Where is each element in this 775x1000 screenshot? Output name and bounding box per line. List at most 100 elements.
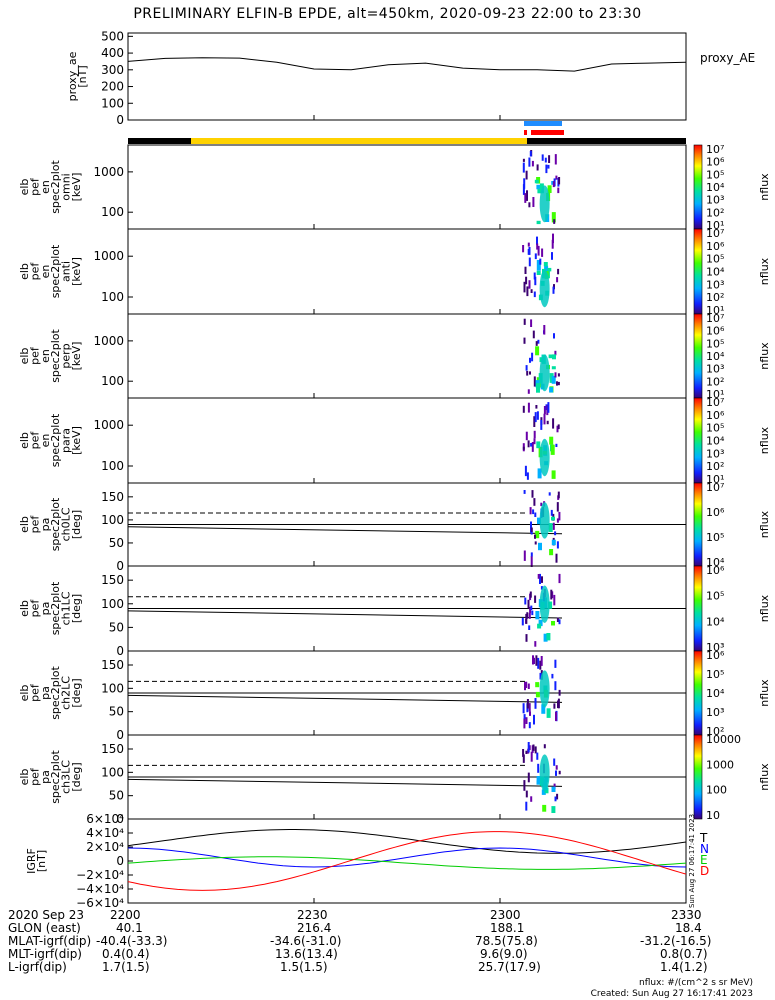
spectrogram-cell bbox=[527, 242, 530, 247]
row-label-glon: GLON (east) bbox=[8, 921, 81, 935]
spectrogram-cell bbox=[530, 556, 533, 567]
igrf-legend-d: D bbox=[700, 864, 709, 878]
spectrogram-cell bbox=[554, 796, 557, 802]
spectrogram-cell bbox=[536, 220, 541, 225]
spectrogram-cell bbox=[553, 333, 555, 339]
lshell-2330: 1.4(1.2) bbox=[660, 960, 708, 974]
spectrogram-cell bbox=[536, 776, 541, 784]
spectrogram-cell bbox=[537, 763, 540, 773]
spectrogram-cell bbox=[524, 193, 527, 203]
y-axis-label-line: elb bbox=[18, 348, 31, 365]
y-axis-label-line: proxy_ae bbox=[66, 51, 79, 101]
y-axis-label-line: elb bbox=[18, 600, 31, 617]
spectrogram-cell bbox=[528, 257, 531, 267]
spectrogram-cell bbox=[534, 641, 537, 647]
spectrogram-cell bbox=[529, 591, 532, 598]
spectrogram-cell bbox=[530, 527, 533, 532]
spectrogram-cell bbox=[541, 154, 544, 161]
spectrogram-cell bbox=[530, 521, 532, 533]
spectrogram-cell bbox=[551, 516, 555, 521]
panel-frame bbox=[127, 144, 687, 230]
panel-frame bbox=[127, 397, 687, 484]
colorbar-tick-label: 10⁴ bbox=[706, 435, 725, 448]
spectrogram-cell bbox=[527, 402, 530, 413]
spectrogram-cell bbox=[556, 617, 559, 622]
science-zone-bar-blue bbox=[524, 121, 562, 126]
spectrogram-cell bbox=[522, 184, 525, 195]
spectrogram-cell bbox=[525, 613, 528, 624]
y-axis-label-line: elb bbox=[18, 516, 31, 533]
colorbar bbox=[693, 144, 703, 230]
spectrogram-cell bbox=[549, 549, 554, 556]
y-axis-label-line: [keV] bbox=[70, 257, 83, 286]
spectrogram-cell bbox=[539, 573, 541, 584]
colorbar bbox=[693, 482, 703, 567]
spectrogram-cell bbox=[558, 573, 561, 584]
panel-5-tick-label: 100 bbox=[101, 513, 124, 527]
glon-2300: 188.1 bbox=[490, 921, 525, 935]
panel-5-tick-label: 50 bbox=[109, 536, 124, 550]
igrf-line-d bbox=[127, 831, 687, 891]
y-axis-label-line: [nT] bbox=[35, 850, 48, 872]
spectrogram-core bbox=[539, 185, 550, 223]
mlt-2200: 0.4(0.4) bbox=[102, 947, 150, 961]
spectrogram-cells bbox=[521, 573, 561, 647]
date-2330: 2330 bbox=[671, 908, 702, 922]
spectrogram-cell bbox=[536, 270, 541, 275]
spectrogram-cell bbox=[548, 601, 553, 609]
date-2200: 2200 bbox=[110, 908, 141, 922]
spectrogram-cell bbox=[530, 552, 533, 557]
spectrogram-cell bbox=[552, 286, 555, 294]
spectrogram-cell bbox=[533, 416, 536, 427]
glon-2200: 40.1 bbox=[116, 921, 143, 935]
spectrogram-cell bbox=[546, 405, 549, 416]
y-axis-label-line: anti bbox=[60, 261, 73, 282]
spectrogram-cell bbox=[529, 507, 532, 515]
colorbar-tick-label: 10³ bbox=[706, 363, 724, 376]
panel-7-tick-label: 0 bbox=[116, 728, 124, 742]
panel-4-tick-label: 100 bbox=[101, 459, 124, 473]
spectrogram-cell bbox=[543, 406, 546, 415]
spectrogram-cell bbox=[551, 806, 556, 813]
y-axis-label-line: [deg] bbox=[70, 594, 83, 623]
spectrogram-cell bbox=[549, 387, 554, 393]
spectrogram-cell bbox=[536, 411, 539, 420]
igrf-tick-label: −2×10⁴ bbox=[76, 868, 124, 882]
colorbar-tick-label: 10³ bbox=[706, 641, 724, 654]
colorbar-tick-label: 10⁴ bbox=[706, 687, 725, 700]
panel-7-tick-label: 50 bbox=[109, 705, 124, 719]
spectrogram-cell bbox=[530, 531, 533, 535]
colorbar bbox=[693, 734, 703, 820]
spectrogram-cell bbox=[554, 350, 557, 356]
panel-6-tick-label: 0 bbox=[116, 644, 124, 658]
colorbar-tick-label: 100 bbox=[706, 784, 727, 797]
spectrogram-cells bbox=[522, 655, 561, 729]
spectrogram-cell bbox=[555, 765, 558, 770]
spectrogram-cell bbox=[531, 160, 534, 167]
spectrogram-cell bbox=[523, 337, 526, 344]
spectrogram-cell bbox=[533, 272, 536, 280]
page-title: PRELIMINARY ELFIN-B EPDE, alt=450km, 202… bbox=[133, 6, 642, 22]
colorbar-tick-label: 10⁵ bbox=[706, 337, 724, 350]
spectrogram-cell bbox=[524, 266, 527, 274]
y-axis-label-line: [deg] bbox=[70, 510, 83, 539]
spectrogram-cell bbox=[553, 219, 556, 224]
spectrogram-cell bbox=[548, 492, 551, 496]
spectrogram-cell bbox=[554, 531, 557, 536]
colorbar-label: nflux bbox=[758, 763, 771, 791]
y-axis-label-line: ch1LC bbox=[60, 591, 73, 625]
spectrogram-cells bbox=[522, 742, 561, 813]
spectrogram-cell bbox=[532, 509, 535, 515]
spectrogram-core bbox=[539, 670, 550, 708]
spectrogram-cell bbox=[528, 625, 531, 630]
spectrogram-cell bbox=[537, 468, 542, 479]
spectrogram-cell bbox=[541, 576, 543, 583]
y-axis-label-line: pa bbox=[39, 602, 52, 616]
colorbar-tick-label: 10⁵ bbox=[706, 668, 724, 681]
spectrogram-cell bbox=[525, 790, 528, 798]
spectrogram-cell bbox=[536, 260, 541, 271]
y-axis-label-line: en bbox=[39, 265, 52, 279]
spectrogram-cell bbox=[541, 789, 546, 795]
